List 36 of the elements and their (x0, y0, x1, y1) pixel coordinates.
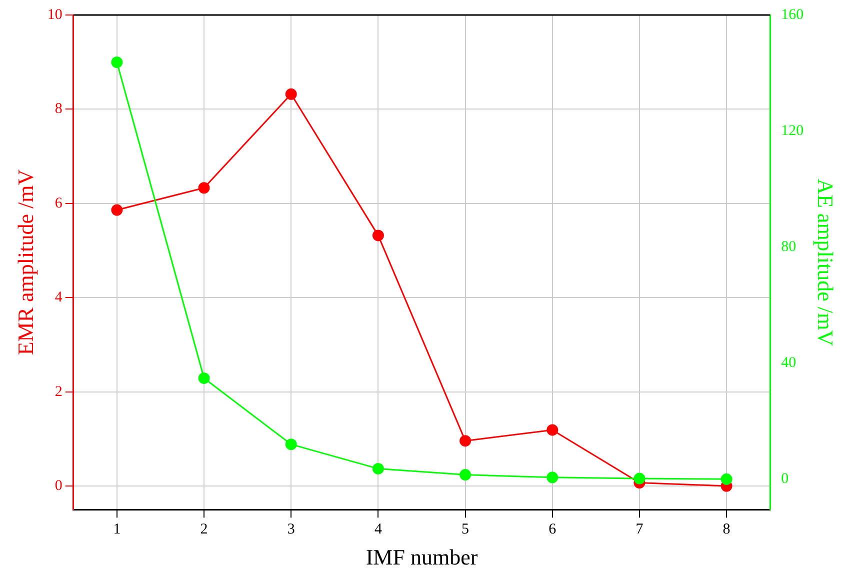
point (285, 438, 297, 450)
point (372, 462, 384, 474)
x-tick-label: 6 (548, 522, 557, 538)
point (198, 372, 210, 384)
point (460, 469, 472, 481)
x-tick-label: 1 (113, 522, 121, 538)
x-tick-label: 8 (722, 522, 730, 538)
y2-axis-title: AE amplitude /mV (813, 178, 838, 346)
y2-tick-label: 160 (781, 6, 804, 23)
x-tick-label: 4 (374, 522, 382, 538)
y-tick-label: 8 (54, 101, 62, 118)
y2-tick-label: 80 (781, 239, 796, 256)
point (111, 204, 123, 216)
x-tick-label: 3 (287, 522, 295, 538)
y2-tick-label: 40 (781, 355, 796, 372)
y-tick-label: 2 (54, 384, 62, 400)
y-tick-label: 0 (54, 478, 62, 494)
y-tick-label: 4 (54, 290, 63, 306)
y-tick-label: 10 (47, 6, 62, 23)
point (546, 472, 558, 484)
point (460, 435, 472, 447)
point (198, 182, 210, 194)
y-axis-title: EMR amplitude /mV (12, 169, 38, 356)
x-tick-label: 2 (200, 522, 208, 538)
point (546, 424, 558, 436)
x-tick-label: 7 (636, 522, 644, 538)
y-tick-label: 6 (54, 195, 63, 212)
point (720, 473, 732, 485)
y2-tick-label: 120 (781, 122, 804, 139)
point (111, 56, 123, 68)
y2-tick-label: 0 (781, 471, 789, 488)
point (285, 88, 297, 100)
point (634, 472, 646, 484)
x-axis-title: IMF number (366, 544, 478, 570)
point (372, 230, 384, 242)
x-tick-label: 5 (462, 522, 470, 538)
